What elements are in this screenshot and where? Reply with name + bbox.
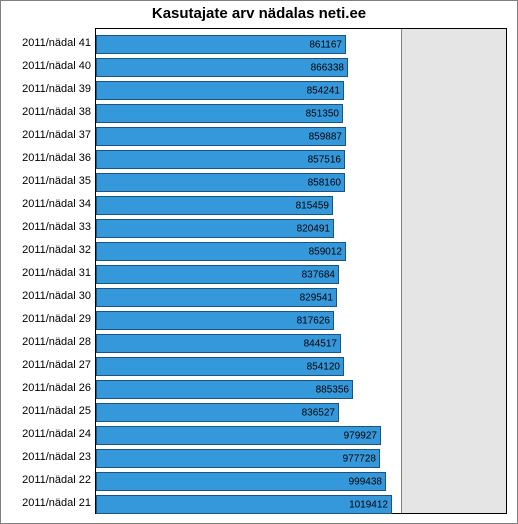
bar-row: 866338 — [96, 58, 348, 77]
y-axis-label: 2011/nädal 23 — [1, 446, 91, 469]
bar-row: 837684 — [96, 265, 339, 284]
bar-value-label: 858160 — [308, 177, 341, 188]
y-axis-label: 2011/nädal 37 — [1, 124, 91, 147]
bar-value-label: 857516 — [308, 154, 341, 165]
y-axis-label: 2011/nädal 34 — [1, 193, 91, 216]
bar-row: 854120 — [96, 357, 344, 376]
chart-frame: Kasutajate arv nädalas neti.ee 2011/näda… — [0, 0, 518, 524]
bar-value-label: 859887 — [309, 131, 342, 142]
grid-line — [401, 29, 402, 513]
bar-value-label: 844517 — [304, 338, 337, 349]
bar-value-label: 817626 — [297, 315, 330, 326]
bar-value-label: 837684 — [302, 269, 335, 280]
y-axis-label: 2011/nädal 33 — [1, 216, 91, 239]
bar — [96, 495, 392, 514]
chart-body: 2011/nädal 412011/nädal 402011/nädal 392… — [1, 28, 517, 514]
bar-value-label: 979927 — [344, 430, 377, 441]
bar-value-label: 851350 — [306, 108, 339, 119]
y-axis-label: 2011/nädal 41 — [1, 32, 91, 55]
bar-value-label: 866338 — [311, 62, 344, 73]
bar-row: 829541 — [96, 288, 337, 307]
bar-value-label: 836527 — [302, 407, 335, 418]
bar-row: 836527 — [96, 403, 339, 422]
bar-row: 844517 — [96, 334, 341, 353]
extra-area — [401, 29, 506, 513]
bar-row: 999438 — [96, 472, 386, 491]
y-axis-label: 2011/nädal 25 — [1, 400, 91, 423]
bar — [96, 380, 353, 399]
bar-row: 885356 — [96, 380, 353, 399]
bar-row: 859012 — [96, 242, 346, 261]
y-axis-labels: 2011/nädal 412011/nädal 402011/nädal 392… — [1, 28, 95, 514]
bar-value-label: 859012 — [309, 246, 342, 257]
bar-row: 1019412 — [96, 495, 392, 514]
y-axis-label: 2011/nädal 36 — [1, 147, 91, 170]
bar-row: 817626 — [96, 311, 334, 330]
y-axis-label: 2011/nädal 30 — [1, 285, 91, 308]
bar-row: 858160 — [96, 173, 345, 192]
y-axis-label: 2011/nädal 32 — [1, 239, 91, 262]
bar-row: 979927 — [96, 426, 381, 445]
bar-value-label: 885356 — [316, 384, 349, 395]
y-axis-label: 2011/nädal 27 — [1, 354, 91, 377]
bar-row: 820491 — [96, 219, 334, 238]
y-axis-label: 2011/nädal 28 — [1, 331, 91, 354]
bar-value-label: 829541 — [300, 292, 333, 303]
bar — [96, 449, 380, 468]
y-axis-label: 2011/nädal 22 — [1, 469, 91, 492]
y-axis-label: 2011/nädal 35 — [1, 170, 91, 193]
bar-row: 851350 — [96, 104, 343, 123]
bar-value-label: 861167 — [309, 39, 342, 50]
bar-row: 861167 — [96, 35, 346, 54]
y-axis-label: 2011/nädal 40 — [1, 55, 91, 78]
y-axis-label: 2011/nädal 24 — [1, 423, 91, 446]
bar-row: 859887 — [96, 127, 346, 146]
y-axis-label: 2011/nädal 29 — [1, 308, 91, 331]
bar-row: 815459 — [96, 196, 333, 215]
bar — [96, 472, 386, 491]
y-axis-label: 2011/nädal 39 — [1, 78, 91, 101]
bar-value-label: 854241 — [307, 85, 340, 96]
bar-value-label: 820491 — [297, 223, 330, 234]
bar-row: 854241 — [96, 81, 344, 100]
bar-value-label: 977728 — [343, 453, 376, 464]
bar-row: 857516 — [96, 150, 345, 169]
bars-area: 861167 866338 854241 851350 859887 857516 8581… — [96, 29, 401, 513]
bar — [96, 426, 381, 445]
y-axis-label: 2011/nädal 26 — [1, 377, 91, 400]
bar-value-label: 999438 — [349, 476, 382, 487]
chart-title: Kasutajate arv nädalas neti.ee — [1, 1, 517, 28]
bar-value-label: 1019412 — [349, 499, 388, 510]
bar-value-label: 815459 — [296, 200, 329, 211]
y-axis-label: 2011/nädal 38 — [1, 101, 91, 124]
bar-row: 977728 — [96, 449, 380, 468]
plot-area: 861167 866338 854241 851350 859887 857516 8581… — [95, 28, 507, 514]
y-axis-label: 2011/nädal 21 — [1, 492, 91, 515]
bar-value-label: 854120 — [307, 361, 340, 372]
y-axis-label: 2011/nädal 31 — [1, 262, 91, 285]
